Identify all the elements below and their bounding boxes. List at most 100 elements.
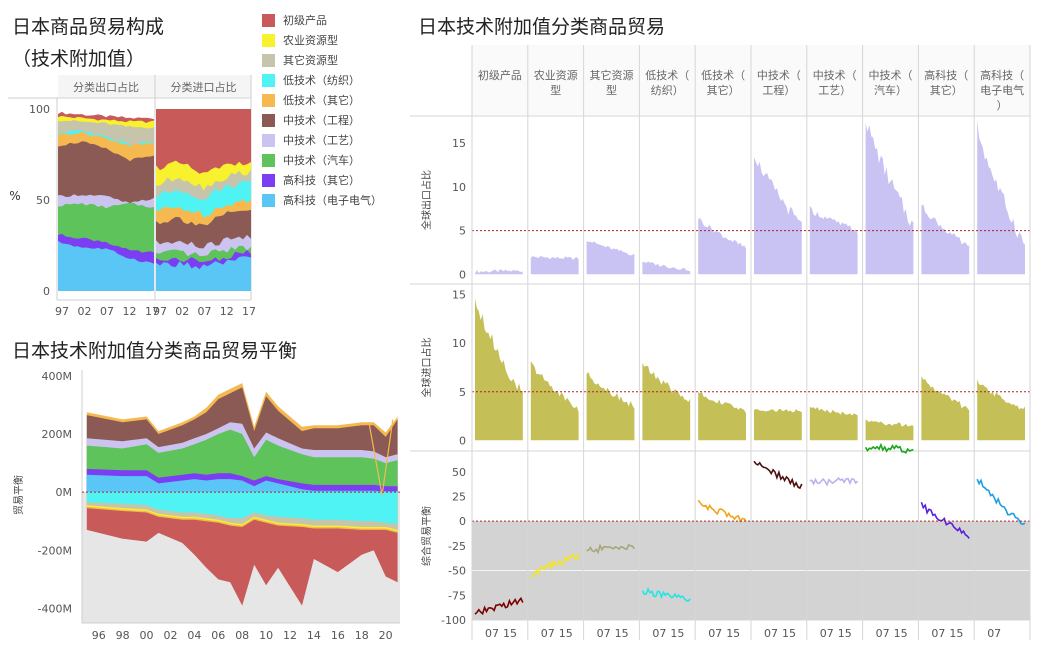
y-tick-label: 50 — [452, 466, 466, 479]
category-label: 其它） — [707, 83, 740, 97]
x-tick-label: 18 — [355, 629, 369, 642]
row-axis-label: 综合贸易平衡 — [420, 506, 433, 566]
legend-item[interactable]: 农业资源型 — [262, 30, 382, 50]
y-axis-label: % — [9, 189, 20, 203]
category-trade-title: 日本技术附加值分类商品贸易 — [418, 16, 666, 38]
legend-swatch — [262, 73, 275, 87]
panel-label: 分类进口占比 — [171, 80, 237, 94]
category-area — [921, 376, 970, 441]
row-axis-label: 全球出口占比 — [420, 170, 433, 230]
x-tick-label: 07 — [652, 627, 666, 640]
balance-title: 日本技术附加值分类商品贸易平衡 — [12, 340, 298, 362]
x-tick-label: 06 — [211, 629, 225, 642]
category-label: 高科技（ — [980, 68, 1024, 82]
category-area — [698, 218, 746, 275]
legend-label: 低技术（纺织） — [283, 74, 360, 87]
legend: 初级产品 农业资源型 其它资源型 低技术（纺织） 低技术（其它） 中技术（工程）… — [262, 10, 382, 210]
category-area — [809, 406, 858, 441]
category-label: 型 — [606, 83, 617, 97]
category-label: 低技术（ — [645, 69, 689, 82]
category-label: 中技术（ — [869, 69, 913, 82]
x-tick-label: 12 — [283, 629, 297, 642]
legend-item[interactable]: 高科技（电子电气） — [262, 190, 382, 210]
category-label: 中技术（ — [813, 69, 857, 82]
y-tick-label: 0 — [43, 285, 50, 298]
category-label: 初级产品 — [478, 68, 522, 82]
x-tick-label: 00 — [140, 629, 154, 642]
legend-item[interactable]: 中技术（工艺） — [262, 130, 382, 150]
x-tick-label: 96 — [92, 629, 106, 642]
x-tick-label: 15 — [670, 627, 684, 640]
category-trade-chart: 初级产品 农业资源型其它资源型低技术（纺织）低技术（其它）中技术（工程）中技术（工… — [410, 45, 1031, 640]
composition-title-line2: （技术附加值） — [12, 48, 146, 70]
composition-area-high_elec — [58, 240, 154, 291]
category-label: 高科技（ — [924, 68, 968, 82]
x-tick-label: 15 — [503, 627, 517, 640]
legend-swatch — [262, 173, 275, 187]
category-area — [754, 157, 802, 275]
x-tick-label: 07 — [708, 627, 722, 640]
y-tick-label: -75 — [448, 589, 466, 602]
category-label: 纺织） — [651, 83, 684, 97]
x-tick-label: 15 — [726, 627, 740, 640]
category-balance-line — [976, 478, 1026, 526]
category-area — [475, 269, 523, 275]
x-tick-label: 07 — [931, 627, 945, 640]
y-tick-label: 15 — [452, 289, 466, 302]
y-tick-label: 10 — [452, 181, 466, 194]
category-area — [698, 392, 746, 441]
x-tick-label: 02 — [78, 305, 92, 318]
category-label: 工艺） — [818, 84, 851, 97]
category-area — [921, 204, 970, 275]
legend-item[interactable]: 低技术（纺织） — [262, 70, 382, 90]
y-tick-label: 100 — [29, 103, 50, 116]
category-area — [530, 256, 579, 275]
y-tick-label: -200M — [38, 544, 72, 557]
y-tick-label: 25 — [452, 490, 466, 503]
y-axis-label: 贸易平衡 — [13, 475, 25, 515]
category-balance-line — [697, 499, 747, 524]
legend-item[interactable]: 低技术（其它） — [262, 90, 382, 110]
composition-area-high_elec — [156, 256, 251, 291]
category-area — [977, 379, 1025, 441]
legend-item[interactable]: 中技术（工程） — [262, 110, 382, 130]
x-tick-label: 14 — [307, 629, 321, 642]
legend-swatch — [262, 13, 275, 27]
y-tick-label: -50 — [448, 565, 466, 578]
category-label: 中技术（ — [757, 69, 801, 82]
category-label: 低技术（ — [701, 69, 745, 82]
x-tick-label: 15 — [894, 627, 908, 640]
x-tick-label: 15 — [782, 627, 796, 640]
category-balance-line — [586, 543, 636, 555]
x-tick-label: 02 — [175, 305, 189, 318]
category-label: 电子电气 — [980, 83, 1024, 97]
y-tick-label: -400M — [38, 602, 72, 615]
y-tick-label: 10 — [452, 337, 466, 350]
x-tick-label: 07 — [485, 627, 499, 640]
x-tick-label: 07 — [541, 627, 555, 640]
x-tick-label: 04 — [187, 629, 201, 642]
x-tick-label: 15 — [559, 627, 573, 640]
category-area — [475, 298, 523, 441]
legend-item[interactable]: 中技术（汽车） — [262, 150, 382, 170]
legend-swatch — [262, 153, 275, 167]
category-label: 其它资源 — [590, 68, 634, 82]
legend-item[interactable]: 其它资源型 — [262, 50, 382, 70]
row-axis-label: 全球进口占比 — [420, 338, 433, 398]
composition-chart: 分类出口占比 97 02 07 12 17 分类进口占比 97 02 07 12 17 100 50 0% — [8, 75, 256, 318]
x-tick-label: 07 — [987, 627, 1001, 640]
legend-label: 中技术（工程） — [283, 114, 360, 127]
legend-item[interactable]: 初级产品 — [262, 10, 382, 30]
y-tick-label: 15 — [452, 137, 466, 150]
balance-area-low_textile — [86, 492, 398, 525]
legend-label: 其它资源型 — [283, 54, 338, 67]
x-tick-label: 10 — [259, 629, 273, 642]
legend-item[interactable]: 高科技（其它） — [262, 170, 382, 190]
category-area — [977, 119, 1025, 275]
category-area — [530, 361, 579, 441]
composition-title-line1: 日本商品贸易构成 — [12, 16, 165, 38]
category-label: ） — [997, 99, 1008, 112]
legend-swatch — [262, 53, 275, 67]
y-tick-label: 200M — [42, 428, 73, 441]
legend-label: 高科技（电子电气） — [283, 194, 382, 207]
